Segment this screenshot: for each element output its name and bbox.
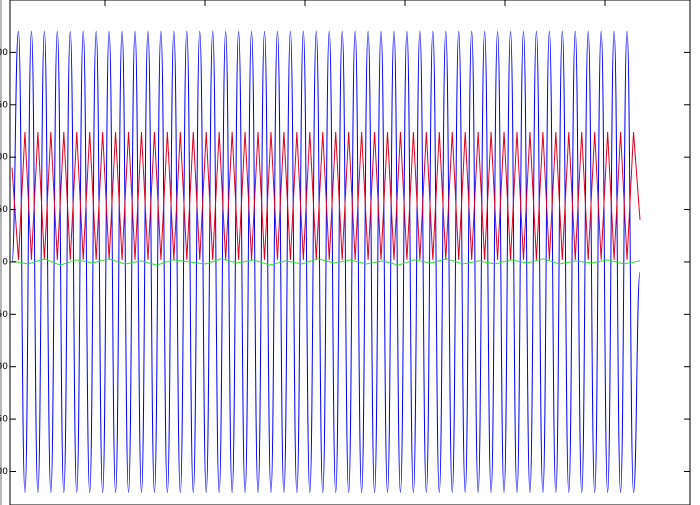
series-line	[11, 30, 641, 493]
y-tick-label: 50	[0, 310, 8, 320]
plot-lines	[11, 30, 641, 493]
y-tick-label: 00	[0, 153, 8, 163]
series-line	[11, 131, 641, 260]
y-tick-label: 50	[0, 205, 8, 215]
y-tick-label: 00	[0, 467, 8, 477]
y-tick-label: 00	[0, 48, 8, 58]
series-line	[11, 258, 641, 266]
window-edge	[0, 0, 2, 505]
y-tick-label: 00	[0, 362, 8, 372]
x-tick-marks	[104, 0, 606, 6]
y-tick-label: 50	[0, 100, 8, 110]
y-tick-label: 50	[0, 415, 8, 425]
y-tick-label: 0	[2, 257, 8, 267]
